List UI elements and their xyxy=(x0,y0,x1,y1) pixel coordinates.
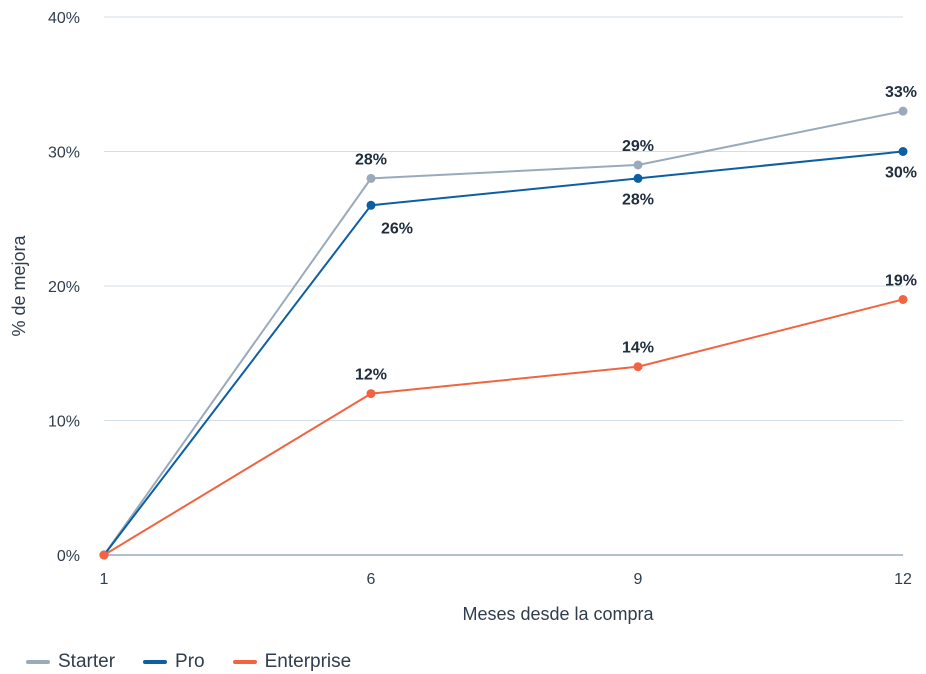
data-point-enterprise xyxy=(99,550,109,560)
legend-label: Enterprise xyxy=(264,651,352,672)
data-point-enterprise xyxy=(366,389,376,399)
data-point-pro xyxy=(633,173,643,183)
data-point-starter xyxy=(898,106,908,116)
y-tick-labels: 0% 10% 20% 30% 40% xyxy=(48,10,80,565)
y-axis-title: % de mejora xyxy=(9,234,29,336)
legend-item-enterprise: Enterprise xyxy=(232,651,352,673)
x-tick-labels: 1 6 9 12 xyxy=(100,571,912,588)
legend-label: Pro xyxy=(175,651,205,672)
data-point-starter xyxy=(366,173,376,183)
series-line-enterprise xyxy=(103,298,904,556)
data-label-starter: 29% xyxy=(622,138,654,155)
y-tick-label: 30% xyxy=(48,145,80,162)
legend-swatch xyxy=(232,660,257,664)
data-label-enterprise: 12% xyxy=(355,367,387,384)
x-tick-label: 9 xyxy=(634,571,643,588)
y-tick-label: 40% xyxy=(48,10,80,27)
data-label-starter: 28% xyxy=(355,151,387,168)
x-tick-label: 6 xyxy=(367,571,376,588)
y-tick-label: 20% xyxy=(48,279,80,296)
y-tick-label: 10% xyxy=(48,414,80,431)
legend-item-starter: Starter xyxy=(26,651,115,673)
legend-label: Starter xyxy=(58,651,116,672)
x-axis-title: Meses desde la compra xyxy=(462,604,654,624)
data-point-enterprise xyxy=(898,294,908,304)
data-labels: 28% 29% 33% 26% 28% 30% 12% 14% 19% xyxy=(355,84,917,383)
data-label-enterprise: 14% xyxy=(622,340,654,357)
series-line-starter xyxy=(103,110,904,556)
grid-lines xyxy=(104,16,903,421)
data-point-pro xyxy=(898,147,908,156)
data-label-pro: 26% xyxy=(381,220,413,237)
data-label-pro: 28% xyxy=(622,191,654,208)
legend-swatch xyxy=(143,660,168,664)
y-tick-label: 0% xyxy=(57,548,80,565)
data-point-enterprise xyxy=(633,362,643,372)
data-label-pro: 30% xyxy=(885,165,917,182)
data-label-enterprise: 19% xyxy=(885,272,917,289)
series-group xyxy=(99,106,908,560)
data-label-starter: 33% xyxy=(885,84,917,101)
data-point-pro xyxy=(366,200,376,210)
data-point-starter xyxy=(633,160,643,170)
x-tick-label: 12 xyxy=(894,571,912,588)
x-tick-label: 1 xyxy=(100,571,109,588)
legend: Starter Pro Enterprise xyxy=(26,650,379,674)
legend-swatch xyxy=(26,660,50,664)
series-line-pro xyxy=(103,150,904,556)
legend-item-pro: Pro xyxy=(143,651,205,673)
